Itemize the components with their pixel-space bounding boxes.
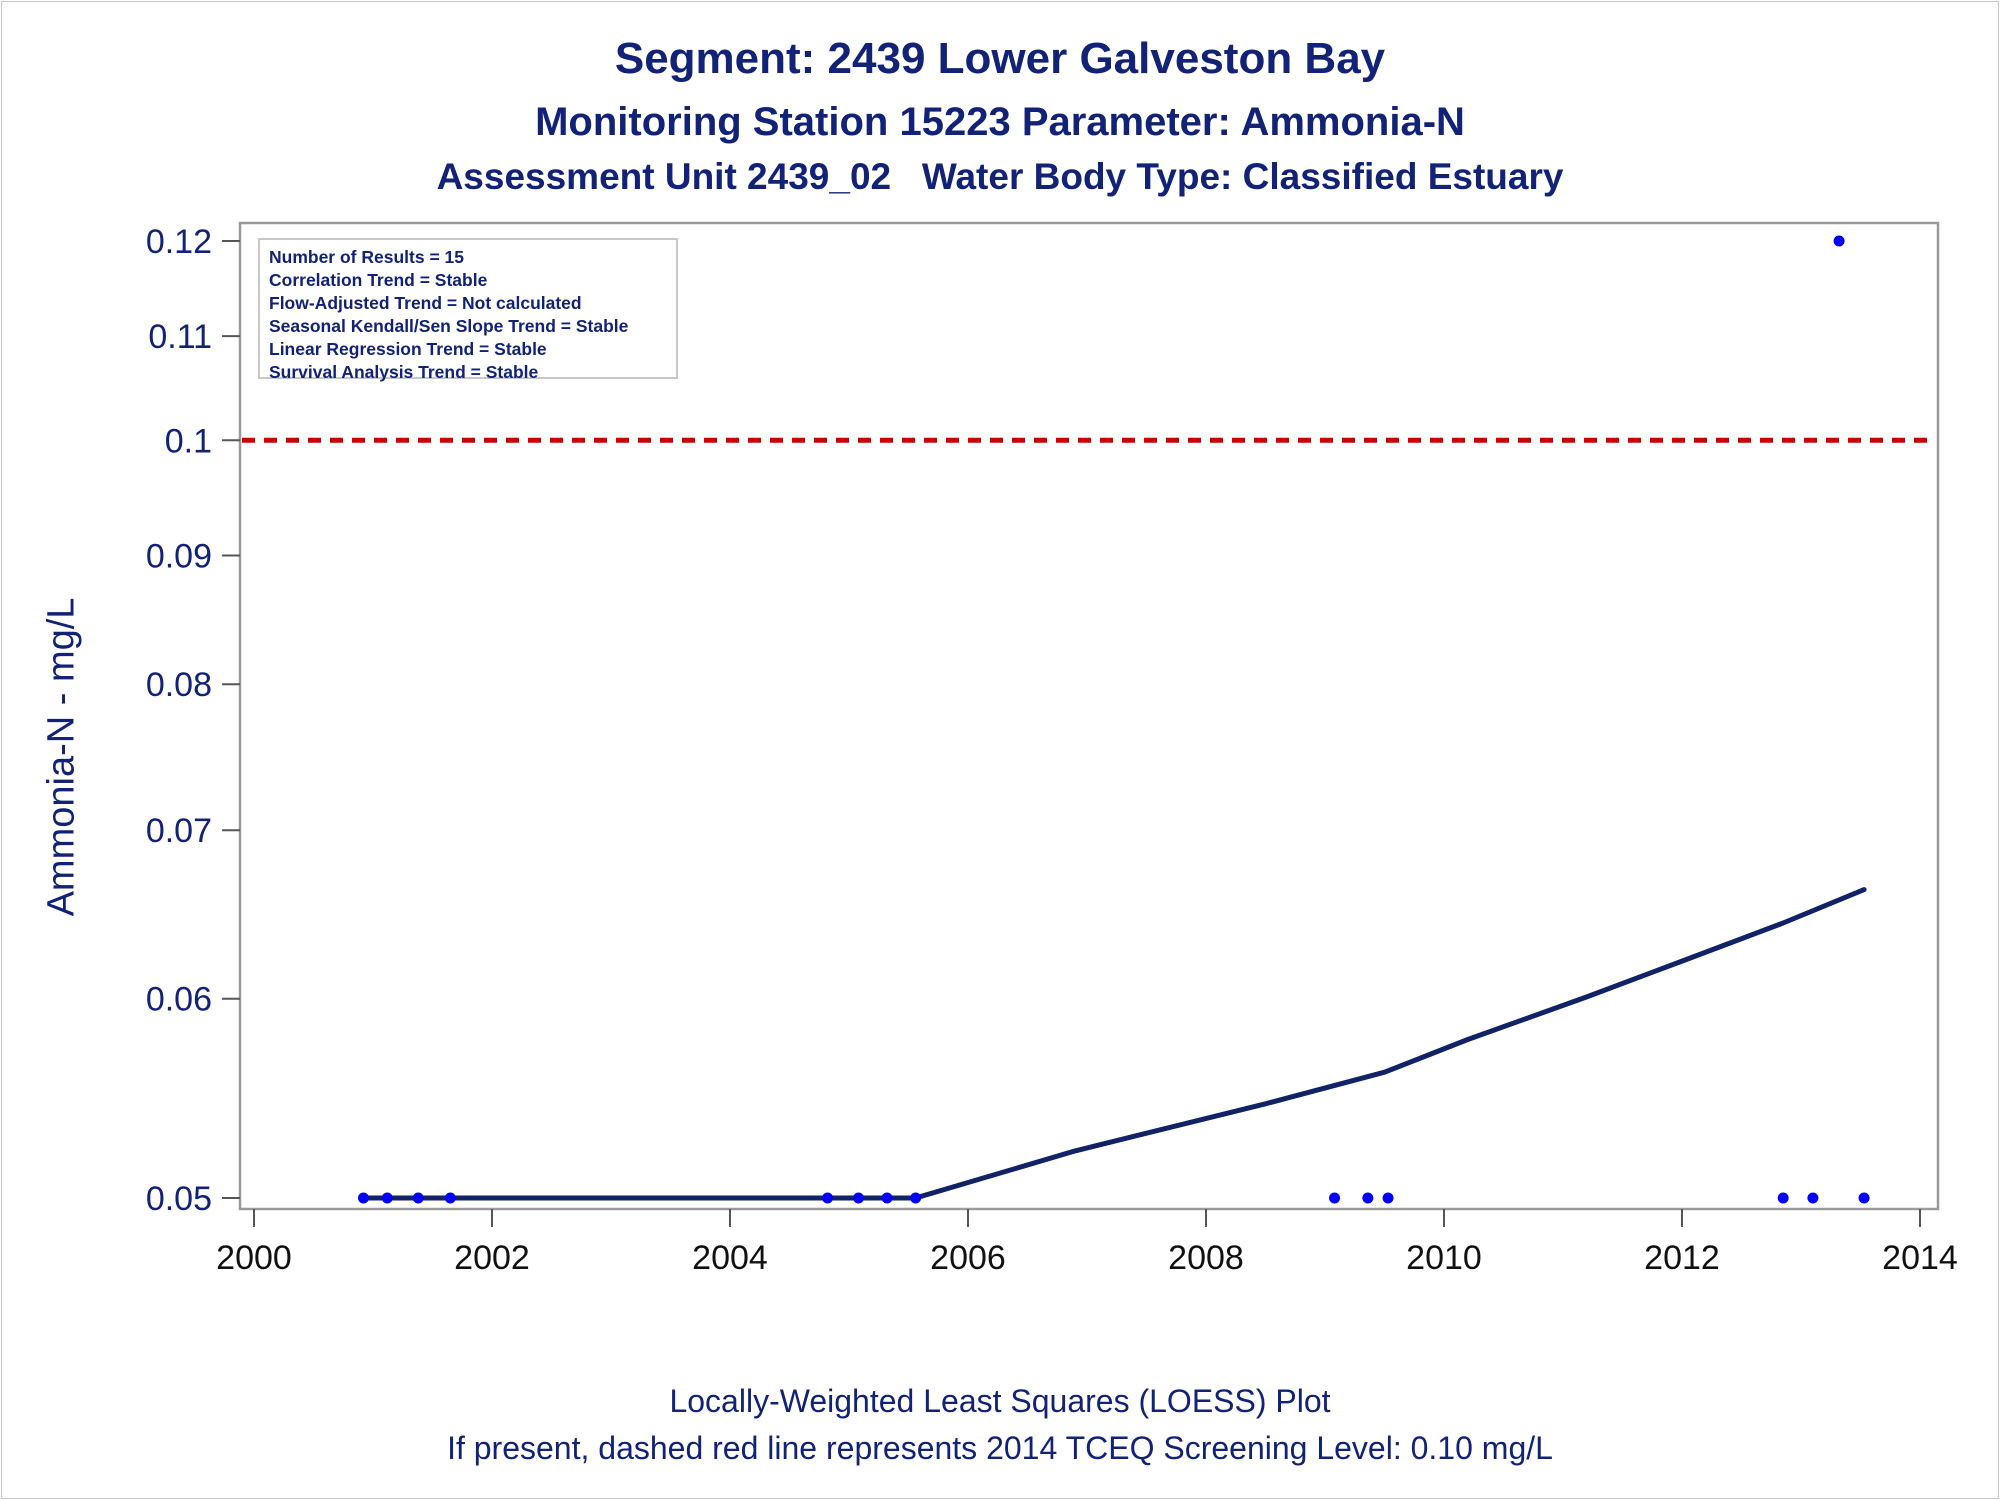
data-point xyxy=(881,1192,893,1204)
loess-curve xyxy=(361,887,1867,1201)
data-point xyxy=(822,1192,834,1204)
chart-title: Segment: 2439 Lower Galveston Bay xyxy=(614,34,1386,83)
stats-number-of-results: Number of Results = 15 xyxy=(269,247,464,267)
y-tick-label: 0.09 xyxy=(146,537,212,575)
chart-subtitle-assessment: Assessment Unit 2439_02 Water Body Type:… xyxy=(436,156,1564,197)
y-tick-label: 0.08 xyxy=(146,666,212,704)
x-tick-label: 2014 xyxy=(1882,1239,1958,1277)
y-tick-label: 0.11 xyxy=(148,318,212,356)
x-tick-label: 2010 xyxy=(1406,1239,1482,1277)
y-tick-label: 0.12 xyxy=(146,223,212,261)
trend-stats-box: Number of Results = 15 Correlation Trend… xyxy=(258,238,678,382)
y-tick-label: 0.1 xyxy=(165,422,212,460)
stats-linear-regression-trend: Linear Regression Trend = Stable xyxy=(269,339,547,359)
data-point xyxy=(1329,1192,1341,1204)
y-tick-label: 0.06 xyxy=(146,981,212,1019)
data-point xyxy=(1807,1192,1819,1204)
stats-flow-adjusted-trend: Flow-Adjusted Trend = Not calculated xyxy=(269,293,582,313)
x-tick-label: 2008 xyxy=(1168,1239,1244,1277)
stats-correlation-trend: Correlation Trend = Stable xyxy=(269,270,488,290)
data-point xyxy=(1833,235,1845,247)
x-tick-label: 2006 xyxy=(930,1239,1006,1277)
x-tick-label: 2004 xyxy=(692,1239,768,1277)
data-point xyxy=(1858,1192,1870,1204)
y-tick-label: 0.07 xyxy=(146,812,212,850)
data-point xyxy=(444,1192,456,1204)
stats-seasonal-kendall-trend: Seasonal Kendall/Sen Slope Trend = Stabl… xyxy=(269,316,629,336)
data-point xyxy=(853,1192,865,1204)
stats-survival-analysis-trend: Survival Analysis Trend = Stable xyxy=(269,362,539,382)
data-point xyxy=(412,1192,424,1204)
x-tick-label: 2012 xyxy=(1644,1239,1720,1277)
x-tick-label: 2002 xyxy=(454,1239,530,1277)
footer-screening-note: If present, dashed red line represents 2… xyxy=(447,1430,1553,1466)
x-tick-label: 2000 xyxy=(216,1239,292,1277)
data-point xyxy=(357,1192,369,1204)
y-tick-label: 0.05 xyxy=(146,1180,212,1218)
plot-area-frame xyxy=(238,221,1940,1211)
data-point xyxy=(1362,1192,1374,1204)
data-point xyxy=(1382,1192,1394,1204)
footer-plot-description: Locally-Weighted Least Squares (LOESS) P… xyxy=(669,1383,1331,1419)
y-axis-label: Ammonia-N - mg/L xyxy=(40,597,83,917)
chart-subtitle-station: Monitoring Station 15223 Parameter: Ammo… xyxy=(535,100,1465,144)
data-point xyxy=(910,1192,922,1204)
data-point xyxy=(381,1192,393,1204)
data-point xyxy=(1777,1192,1789,1204)
